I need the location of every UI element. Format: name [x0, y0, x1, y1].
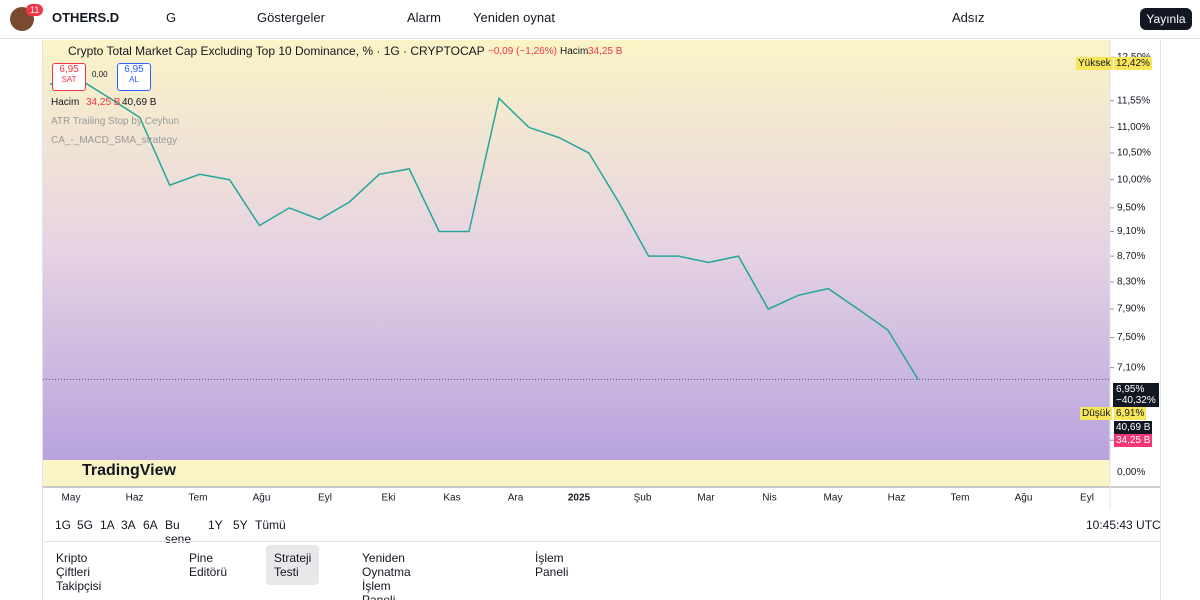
x-label: May — [62, 493, 81, 504]
x-label: Nis — [762, 493, 776, 504]
alarm[interactable]: Alarm — [407, 10, 441, 25]
pane2-background — [43, 460, 1110, 487]
right-sidebar — [1160, 40, 1200, 600]
interval[interactable]: G — [166, 10, 177, 25]
indicator-1[interactable]: ATR Trailing Stop by Ceyhun — [51, 116, 180, 127]
publish-button[interactable]: Yayınla — [1140, 8, 1192, 30]
spread: 0,00 — [92, 70, 108, 79]
x-label: 2025 — [568, 493, 591, 504]
last-change: −40,32% — [1116, 395, 1156, 406]
symbol[interactable]: OTHERS.D — [52, 10, 120, 25]
chart-background — [43, 40, 1110, 460]
x-label: Kas — [443, 493, 460, 504]
indicators[interactable]: Göstergeler — [257, 10, 325, 25]
y-tick-label: 7,90% — [1117, 304, 1145, 315]
replay[interactable]: Yeniden oynat — [473, 10, 555, 25]
legend-title: Crypto Total Market Cap Excluding Top 10… — [68, 44, 485, 58]
x-label: Haz — [126, 493, 144, 504]
sell-button[interactable]: 6,95 SAT — [52, 63, 86, 91]
sell-price: 6,95 — [59, 64, 79, 75]
range-button[interactable]: 3A — [121, 518, 136, 532]
logo: TradingView — [82, 462, 176, 479]
range-button[interactable]: Tümü — [255, 518, 286, 532]
sell-label: SAT — [61, 75, 77, 84]
divider — [44, 541, 1160, 542]
buy-button[interactable]: 6,95 AL — [117, 63, 151, 91]
vol-row-label: Hacim — [51, 97, 80, 108]
legend-change: −0,09 (−1,26%) — [488, 46, 557, 57]
left-toolbar — [0, 40, 43, 600]
buy-price: 6,95 — [124, 64, 144, 75]
vol-ma-label: 40,69 B — [1114, 421, 1153, 434]
range-button[interactable]: Bu sene — [165, 518, 192, 546]
y-tick-label: 11,55% — [1117, 95, 1150, 106]
y-tick-label: 10,50% — [1117, 148, 1151, 159]
legend-volume: 34,25 B — [588, 46, 623, 57]
badge: 11 — [26, 4, 44, 16]
x-label: Tem — [951, 493, 970, 504]
x-label: Eyl — [1080, 493, 1094, 504]
vol-row-2: 40,69 B — [122, 97, 157, 108]
buy-label: AL — [129, 75, 139, 84]
tab[interactable]: Strateji Testi — [266, 545, 320, 585]
high-label: Yüksek — [1076, 57, 1113, 70]
y-tick-label: 10,00% — [1117, 174, 1151, 185]
clock: 10:45:43 UTC — [1086, 518, 1161, 532]
range-button[interactable]: 1Y — [208, 518, 223, 532]
vol-row-1: 34,25 B — [86, 97, 121, 108]
x-label: Eki — [382, 493, 396, 504]
high-value: 12,42% — [1114, 57, 1152, 70]
x-label: Haz — [888, 493, 906, 504]
y-tick-label: 9,10% — [1117, 226, 1145, 237]
last-price: 6,95% −40,32% — [1113, 383, 1159, 407]
pane2-tick: 0,00% — [1117, 467, 1146, 478]
low-value: 6,91% — [1114, 407, 1147, 420]
x-label: Ara — [508, 493, 524, 504]
layout-name[interactable]: Adsız — [952, 10, 985, 25]
price-line — [49, 78, 919, 380]
x-label: Ağu — [253, 493, 271, 504]
range-button[interactable]: 5Y — [233, 518, 248, 532]
x-label: Şub — [634, 493, 652, 504]
y-tick-label: 7,10% — [1117, 362, 1145, 373]
indicator-2[interactable]: CA_-_MACD_SMA_strategy — [51, 135, 178, 146]
x-label: Ağu — [1015, 493, 1033, 504]
range-button[interactable]: 5G — [77, 518, 94, 532]
x-label: Eyl — [318, 493, 332, 504]
chart: 12,50%11,55%11,00%10,50%10,00%9,50%9,10%… — [43, 40, 1160, 510]
y-tick-label: 11,00% — [1117, 122, 1150, 133]
last-value: 6,95% — [1116, 384, 1145, 395]
legend-volume-label: Hacim — [560, 46, 589, 57]
tab[interactable]: İşlem Paneli — [535, 551, 569, 579]
x-label: May — [824, 493, 843, 504]
y-tick-label: 8,70% — [1117, 251, 1145, 262]
y-tick-label: 7,50% — [1117, 332, 1145, 343]
low-label: Düşük — [1080, 407, 1113, 420]
y-tick-label: 9,50% — [1117, 203, 1145, 214]
vol-last-label: 34,25 B — [1114, 434, 1153, 447]
range-button[interactable]: 1G — [55, 518, 72, 532]
tab[interactable]: Kripto Çiftleri Takipçisi — [56, 551, 102, 593]
range-button[interactable]: 1A — [100, 518, 115, 532]
x-label: Tem — [189, 493, 208, 504]
tab[interactable]: Pine Editörü — [189, 551, 228, 579]
range-button[interactable]: 6A — [143, 518, 158, 532]
x-label: Mar — [697, 493, 715, 504]
y-tick-label: 8,30% — [1117, 277, 1145, 288]
top-toolbar: 11 OTHERS.D G Göstergeler Alarm Yeniden … — [0, 0, 1200, 39]
tab[interactable]: Yeniden Oynatma İşlem Paneli — [362, 551, 411, 600]
